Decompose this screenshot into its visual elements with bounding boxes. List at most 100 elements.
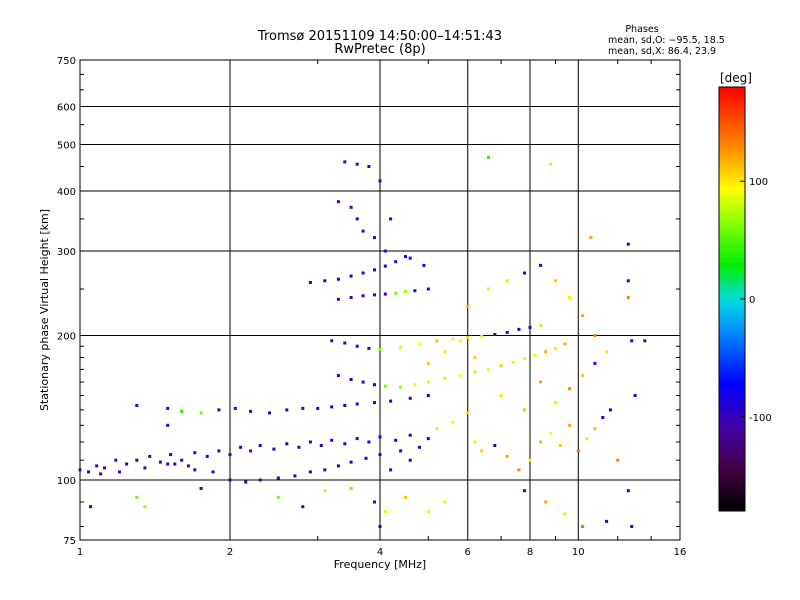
data-point xyxy=(404,290,407,293)
data-point xyxy=(383,384,387,388)
data-point xyxy=(173,462,177,466)
data-point xyxy=(355,217,359,221)
data-point xyxy=(458,339,462,343)
data-point xyxy=(272,447,276,451)
data-point xyxy=(426,437,430,441)
data-point xyxy=(276,495,280,499)
data-point xyxy=(511,360,515,364)
y-tick-label: 200 xyxy=(57,332,76,343)
data-point xyxy=(443,350,447,354)
data-point xyxy=(528,325,532,329)
data-point xyxy=(523,489,526,493)
data-point xyxy=(394,291,398,295)
data-point xyxy=(608,408,612,412)
data-point xyxy=(343,404,347,407)
data-point xyxy=(404,255,407,259)
data-point xyxy=(605,519,609,523)
data-point xyxy=(568,387,571,391)
y-tick-label: 500 xyxy=(57,141,76,152)
data-point xyxy=(581,314,585,318)
data-point xyxy=(361,380,365,384)
data-point xyxy=(426,287,430,291)
data-point xyxy=(319,444,323,447)
data-point xyxy=(499,394,503,397)
data-point xyxy=(616,458,620,462)
data-point xyxy=(361,294,365,298)
data-point xyxy=(343,160,347,164)
data-point xyxy=(593,427,597,431)
data-point xyxy=(451,337,455,341)
data-point xyxy=(418,342,421,346)
data-point xyxy=(435,427,439,431)
data-point xyxy=(367,346,371,350)
y-tick-label: 750 xyxy=(57,56,76,67)
data-point xyxy=(268,411,271,415)
data-point xyxy=(568,296,571,299)
data-point xyxy=(544,350,548,354)
data-point xyxy=(193,451,197,455)
data-point xyxy=(473,356,477,359)
data-point xyxy=(426,361,430,365)
y-axis-label: Stationary phase Virtual Height [km] xyxy=(38,209,51,411)
y-tick-label: 75 xyxy=(63,536,76,547)
data-point xyxy=(626,242,630,246)
data-point xyxy=(87,470,90,474)
data-point xyxy=(466,411,470,415)
data-point xyxy=(199,487,203,490)
data-point xyxy=(643,339,647,343)
data-point xyxy=(343,442,347,446)
data-point xyxy=(630,339,634,343)
data-point xyxy=(554,279,557,283)
y-axis-ticks: 75 100 200 300 400 500 600 750 xyxy=(57,56,76,547)
data-point xyxy=(383,510,387,513)
data-point xyxy=(217,449,221,453)
data-point xyxy=(323,489,327,493)
data-point xyxy=(422,263,426,267)
data-point xyxy=(249,449,253,453)
data-point xyxy=(336,464,340,468)
data-point xyxy=(373,268,376,272)
data-point xyxy=(211,470,215,474)
data-point xyxy=(443,376,447,380)
data-point xyxy=(383,264,387,268)
x-tick-label: 10 xyxy=(572,547,585,558)
data-point xyxy=(451,420,455,424)
data-point xyxy=(558,444,562,447)
chart-title: Tromsø 20151109 14:50:00–14:51:43 xyxy=(257,29,502,44)
data-point xyxy=(549,162,553,166)
data-point xyxy=(373,500,376,504)
data-point xyxy=(364,456,368,460)
data-point xyxy=(568,423,571,427)
colorbar-label: [deg] xyxy=(720,71,752,85)
phase-stats-o: mean, sd,O: −95.5, 18.5 xyxy=(608,35,725,46)
data-point xyxy=(626,489,630,493)
x-axis-label: Frequency [MHz] xyxy=(334,558,426,571)
data-point xyxy=(378,525,382,528)
data-point xyxy=(297,445,301,449)
data-point xyxy=(539,440,543,444)
data-point xyxy=(585,437,589,441)
colorbar-tick-label: 100 xyxy=(749,177,768,188)
data-point xyxy=(399,345,403,349)
data-point xyxy=(399,385,403,389)
data-point xyxy=(601,416,605,419)
data-point xyxy=(418,445,421,449)
data-point xyxy=(626,279,630,283)
data-point xyxy=(114,458,118,462)
data-point xyxy=(355,402,359,406)
data-point xyxy=(466,304,470,308)
data-point xyxy=(293,474,297,478)
data-point xyxy=(89,505,93,509)
data-point xyxy=(373,401,376,405)
x-axis-ticks: 1 2 4 6 8 10 16 xyxy=(77,547,687,558)
data-point xyxy=(408,396,412,400)
data-point xyxy=(316,406,320,410)
data-point xyxy=(355,162,359,166)
data-point xyxy=(258,444,262,447)
data-point xyxy=(539,380,543,384)
data-point xyxy=(523,271,526,275)
data-point xyxy=(285,442,289,446)
data-point xyxy=(554,401,557,405)
data-point xyxy=(336,374,340,378)
data-point xyxy=(349,460,353,464)
